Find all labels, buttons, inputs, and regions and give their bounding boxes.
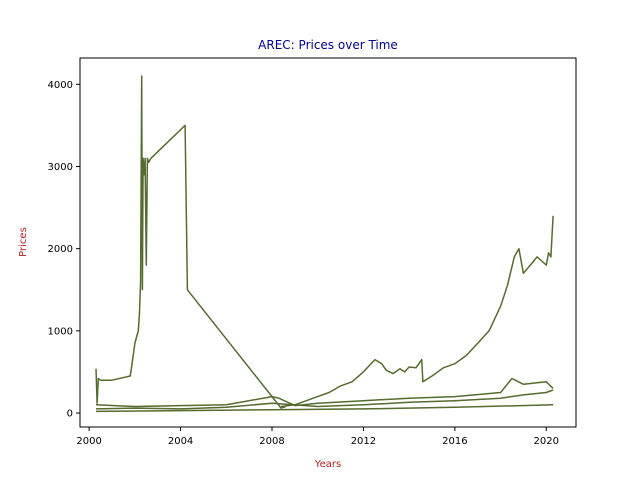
y-tick-label: 0 (67, 409, 73, 420)
x-axis-ticks: 2000 2004 2008 2012 2016 2020 (76, 427, 559, 447)
chart-title: AREC: Prices over Time (258, 38, 398, 52)
series-line-2 (281, 215, 554, 408)
x-tick-label: 2016 (442, 436, 467, 447)
plot-frame (79, 57, 577, 428)
series-line-1 (95, 75, 286, 409)
x-tick-label: 2000 (76, 436, 101, 447)
y-axis-label: Prices (18, 227, 29, 257)
y-tick-label: 3000 (48, 162, 73, 173)
x-tick-label: 2004 (168, 436, 193, 447)
series-layer (95, 75, 554, 413)
series-line-4 (95, 389, 554, 410)
series-line-5 (95, 404, 554, 413)
y-axis-ticks: 0 1000 2000 3000 4000 (48, 80, 80, 420)
x-tick-label: 2008 (259, 436, 284, 447)
y-tick-label: 4000 (48, 80, 73, 91)
x-axis-label: Years (314, 459, 341, 470)
y-tick-label: 2000 (48, 244, 73, 255)
y-tick-label: 1000 (48, 326, 73, 337)
series-line-3 (95, 377, 554, 408)
x-tick-label: 2020 (534, 436, 559, 447)
x-tick-label: 2012 (351, 436, 376, 447)
